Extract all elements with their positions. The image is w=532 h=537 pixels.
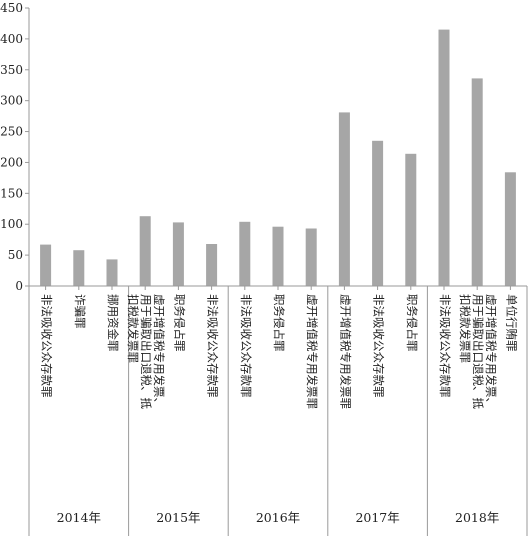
svg-text:扣税款发票罪: 扣税款发票罪	[126, 294, 140, 363]
svg-text:非法吸收公众存款罪: 非法吸收公众存款罪	[206, 294, 220, 398]
bar	[372, 140, 384, 286]
y-tick-label: 300	[0, 94, 23, 108]
svg-text:用于骗取出口退税、抵: 用于骗取出口退税、抵	[471, 294, 485, 409]
y-axis-tick-labels: 0 50 100 150 200 250 300 350 400 450	[0, 1, 23, 293]
y-tick-label: 350	[0, 63, 23, 77]
svg-text:非法吸收公众存款罪: 非法吸收公众存款罪	[40, 294, 54, 398]
bar	[438, 29, 450, 286]
bar	[272, 226, 284, 286]
bar	[139, 216, 151, 286]
category-label: 职务侵占罪	[272, 294, 286, 352]
category-label: 挪用资金罪	[106, 294, 120, 352]
y-tick-label: 100	[0, 217, 23, 231]
bar	[338, 112, 350, 287]
svg-text:非法吸收公众存款罪: 非法吸收公众存款罪	[372, 294, 386, 398]
year-label: 2017年	[355, 510, 399, 525]
bar	[172, 222, 184, 286]
svg-text:虚开增值税专用发票罪: 虚开增值税专用发票罪	[305, 294, 319, 409]
svg-text:单位行贿罪: 单位行贿罪	[504, 294, 518, 352]
svg-text:虚开增值税专用发票罪: 虚开增值税专用发票罪	[338, 294, 352, 409]
category-labels: 非法吸收公众存款罪 诈骗罪 挪用资金罪 虚开增值税专用发票、用于骗取出口退税、抵扣税款…	[40, 294, 519, 409]
category-label: 诈骗罪	[73, 294, 87, 329]
y-tick-label: 150	[0, 186, 23, 200]
year-group-labels: 2014年 2015年 2016年 2017年 2018年	[57, 510, 500, 525]
axes	[25, 7, 528, 536]
svg-text:虚开增值税专用发票、: 虚开增值税专用发票、	[152, 294, 166, 409]
svg-text:用于骗取出口退税、抵: 用于骗取出口退税、抵	[139, 294, 153, 409]
year-label: 2014年	[57, 510, 101, 525]
category-label: 职务侵占罪	[405, 294, 419, 352]
svg-text:非法吸收公众存款罪: 非法吸收公众存款罪	[239, 294, 253, 398]
year-label: 2015年	[156, 510, 200, 525]
bar	[73, 250, 85, 286]
bar	[405, 153, 417, 286]
y-tick-label: 0	[15, 279, 23, 293]
category-label: 虚开增值税专用发票罪	[305, 294, 319, 409]
svg-text:挪用资金罪: 挪用资金罪	[106, 294, 120, 352]
bar	[305, 228, 317, 286]
y-tick-label: 250	[0, 125, 23, 139]
svg-text:职务侵占罪: 职务侵占罪	[405, 294, 419, 352]
y-tick-label: 50	[8, 248, 23, 262]
svg-text:职务侵占罪: 职务侵占罪	[272, 294, 286, 352]
category-label: 虚开增值税专用发票罪	[338, 294, 352, 409]
y-tick-label: 400	[0, 32, 23, 46]
bar	[106, 259, 118, 286]
svg-text:非法吸收公众存款罪: 非法吸收公众存款罪	[438, 294, 452, 398]
category-label: 非法吸收公众存款罪	[372, 294, 386, 398]
category-label: 职务侵占罪	[172, 294, 186, 352]
svg-text:扣税款发票罪: 扣税款发票罪	[458, 294, 472, 363]
bar	[239, 221, 251, 286]
category-label: 单位行贿罪	[504, 294, 518, 352]
category-label: 非法吸收公众存款罪	[206, 294, 220, 398]
category-label: 非法吸收公众存款罪	[438, 294, 452, 398]
svg-text:虚开增值税专用发票、: 虚开增值税专用发票、	[484, 294, 498, 409]
y-tick-label: 450	[0, 1, 23, 15]
year-label: 2016年	[256, 510, 300, 525]
svg-text:诈骗罪: 诈骗罪	[73, 294, 87, 329]
bar	[504, 172, 516, 286]
bars	[40, 29, 516, 287]
y-tick-label: 200	[0, 155, 23, 169]
bar	[471, 78, 483, 287]
bar	[40, 244, 52, 286]
year-label: 2018年	[455, 510, 499, 525]
category-label: 非法吸收公众存款罪	[40, 294, 54, 398]
svg-text:职务侵占罪: 职务侵占罪	[172, 294, 186, 352]
category-label: 非法吸收公众存款罪	[239, 294, 253, 398]
bar	[206, 244, 218, 286]
